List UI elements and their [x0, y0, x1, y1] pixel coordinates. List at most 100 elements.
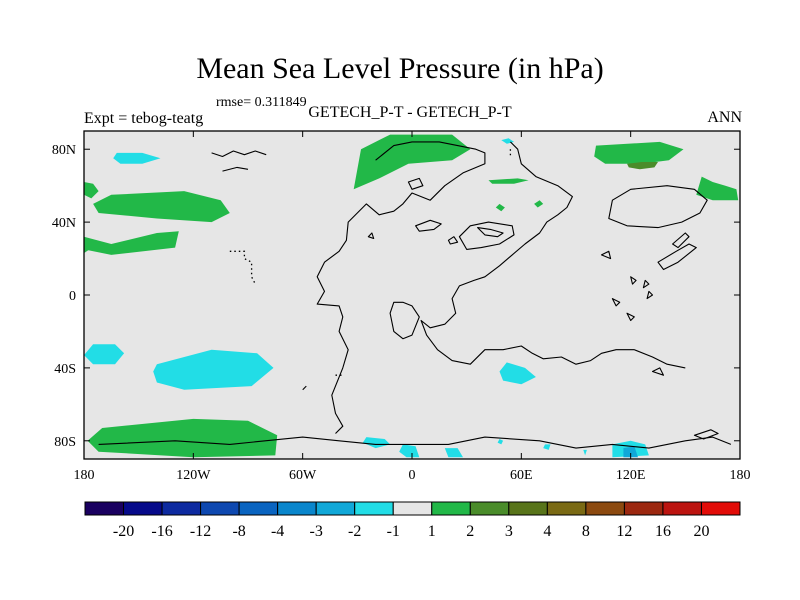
colorbar-swatch: [546, 501, 587, 516]
coastline: [600, 250, 612, 260]
coastline: [626, 312, 635, 322]
center-subtitle: GETECH_P-T - GETECH_P-T: [308, 104, 512, 121]
x-tick-label: 120W: [176, 468, 211, 483]
anomaly-region: [84, 245, 90, 254]
coastline: [420, 141, 686, 369]
colorbar-swatch: [469, 501, 510, 516]
anomaly-region: [93, 191, 230, 223]
colorbar-swatch: [662, 501, 702, 516]
colorbar-label: -4: [271, 523, 284, 540]
colorbar-label: 3: [505, 523, 513, 540]
coastline: [302, 385, 307, 391]
coastline: [477, 227, 504, 238]
colorbar-swatch: [315, 501, 356, 516]
colorbar-swatch: [84, 501, 125, 516]
colorbar-swatch: [392, 501, 433, 516]
colorbar-label: -20: [113, 523, 134, 540]
y-tick-label: 40N: [52, 216, 76, 231]
y-axis: 80N 40N 0 40S 80S: [52, 143, 740, 450]
colorbar-label: 2: [466, 523, 474, 540]
coastline: [693, 429, 719, 440]
colorbar-label: -1: [387, 523, 400, 540]
coastline: [657, 243, 697, 271]
anomaly-region: [362, 437, 391, 449]
anomaly-region: [399, 444, 420, 458]
anomaly-region: [488, 178, 529, 184]
colorbar-swatch: [354, 501, 394, 516]
coastline: [222, 166, 249, 172]
colorbar-swatch: [508, 501, 548, 516]
y-tick-label: 80N: [52, 143, 76, 158]
anomaly-region: [534, 200, 544, 208]
coastline: [608, 185, 708, 229]
x-tick-label: 60W: [289, 468, 317, 483]
coastline: [211, 150, 267, 158]
colorbar-label: 20: [693, 523, 709, 540]
coastline: [630, 276, 637, 285]
coastline: [389, 301, 420, 340]
anomaly-region: [623, 446, 638, 458]
coastline: [98, 436, 732, 449]
colorbar-label: -3: [310, 523, 323, 540]
colorbar-label: 4: [543, 523, 551, 540]
colorbar-label: -16: [151, 523, 172, 540]
y-tick-label: 0: [69, 289, 76, 304]
anomaly-region: [543, 444, 551, 450]
anomaly-region: [497, 439, 504, 445]
anomaly-region: [495, 203, 505, 212]
x-tick-label: 0: [409, 468, 416, 483]
anomaly-region: [627, 162, 658, 170]
anomaly-region: [84, 231, 179, 255]
anomaly-region: [153, 349, 274, 390]
coastline: [646, 290, 654, 300]
coastline: [611, 298, 621, 307]
coastline-layer: [98, 141, 732, 449]
colorbar-swatch: [623, 501, 664, 516]
anomaly-region: [583, 449, 587, 456]
anomaly-region: [696, 176, 739, 201]
dotted-coastline: [229, 250, 256, 285]
map-background: [84, 131, 740, 459]
x-tick-label: 120E: [616, 468, 646, 483]
colorbar-label: -2: [348, 523, 361, 540]
anomaly-region: [84, 344, 125, 365]
colorbar-label: 8: [582, 523, 590, 540]
rmse-label: rmse= 0.311849: [216, 95, 307, 110]
x-tick-label: 180: [74, 468, 95, 483]
coastline: [672, 232, 690, 249]
y-tick-label: 80S: [54, 435, 76, 450]
coastline: [367, 232, 375, 240]
x-tick-label: 180: [730, 468, 751, 483]
anomaly-region: [444, 448, 463, 458]
anomaly-region: [594, 141, 684, 164]
colorbar-label: -8: [232, 523, 245, 540]
colorbar: -20 -16 -12 -8 -4 -3 -2 -1 1 2 3 4 8 12 16 20: [84, 501, 741, 540]
colorbar-label: -12: [190, 523, 211, 540]
coastline: [316, 141, 486, 434]
coastline: [447, 236, 459, 245]
coastline: [407, 177, 424, 190]
colorbar-swatch: [585, 501, 625, 516]
colorbar-label: 16: [655, 523, 671, 540]
colorbar-swatch: [200, 501, 240, 516]
anomaly-region: [87, 418, 278, 458]
anomaly-layer: [84, 134, 739, 458]
colorbar-swatch: [123, 501, 163, 516]
colorbar-swatch: [700, 501, 741, 516]
anomaly-region: [353, 134, 471, 190]
experiment-label: Expt = tebog-teatg: [84, 110, 204, 127]
colorbar-swatch: [238, 501, 279, 516]
anomaly-region: [84, 182, 99, 199]
anomaly-region: [113, 152, 161, 164]
season-label: ANN: [707, 109, 742, 126]
x-tick-label: 60E: [510, 468, 533, 483]
colorbar-label: 12: [616, 523, 632, 540]
anomaly-region: [499, 362, 536, 385]
coastline: [651, 367, 665, 376]
colorbar-swatch: [161, 501, 202, 516]
coastline: [458, 221, 515, 250]
y-tick-label: 40S: [54, 362, 76, 377]
coastline: [415, 219, 442, 232]
colorbar-swatch: [277, 501, 317, 516]
